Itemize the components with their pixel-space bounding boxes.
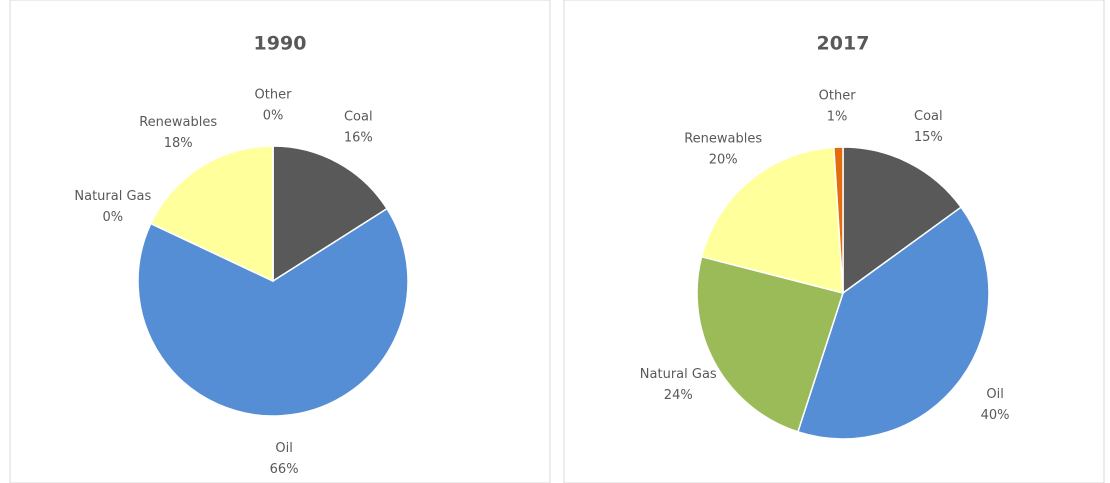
slice-label: Coal: [344, 109, 373, 124]
pie-slice: [149, 145, 274, 283]
slice-label: Renewables: [684, 132, 762, 147]
chart-title: 2017: [817, 33, 870, 55]
chart-title: 1990: [254, 33, 307, 55]
pie-slice: [272, 145, 389, 283]
slice-label: Natural Gas: [640, 367, 717, 382]
pie-slice: [833, 146, 844, 294]
slice-value-label: 18%: [164, 136, 193, 151]
slice-value-label: 16%: [344, 130, 373, 145]
slice-value-label: 1%: [827, 110, 848, 125]
slice-value-label: 0%: [103, 210, 124, 225]
slice-label: Coal: [914, 109, 943, 124]
slice-value-label: 40%: [981, 408, 1010, 423]
slice-label: Renewables: [139, 115, 217, 130]
slice-value-label: 20%: [709, 153, 738, 168]
pie-slice: [700, 146, 844, 294]
pie-slice: [796, 206, 990, 440]
slice-label: Other: [255, 88, 293, 103]
slice-label: Natural Gas: [74, 189, 151, 204]
pie-slice: [696, 255, 844, 433]
slice-value-label: 15%: [914, 130, 943, 145]
slice-label: Oil: [986, 387, 1003, 402]
slice-label: Oil: [275, 441, 292, 456]
slice-value-label: 66%: [270, 462, 299, 477]
slice-value-label: 0%: [263, 109, 284, 124]
slice-value-label: 24%: [664, 388, 693, 403]
pie-slice: [842, 146, 963, 295]
slice-label: Other: [819, 89, 857, 104]
pie-slice: [137, 207, 409, 417]
